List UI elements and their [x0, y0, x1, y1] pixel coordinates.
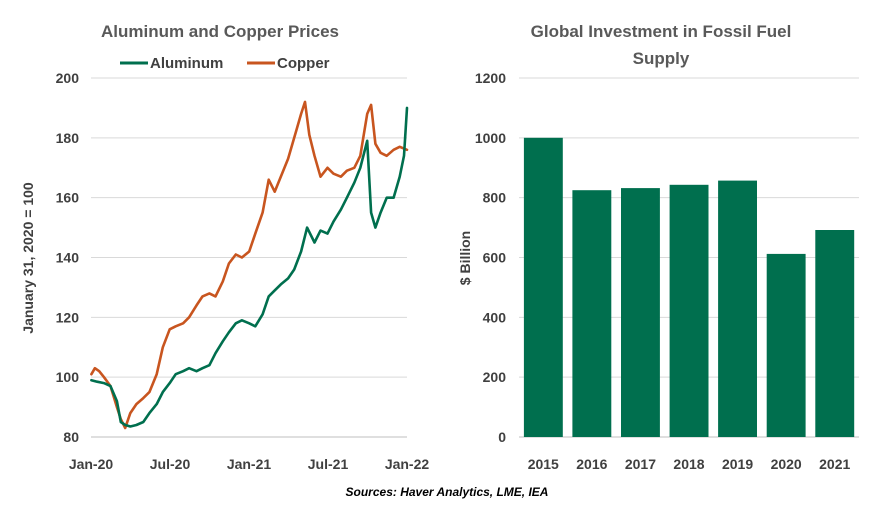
price-chart-y-tick-label: 160: [56, 190, 80, 206]
price-chart-y-tick-label: 100: [56, 369, 80, 385]
price-chart-x-tick-label: Jul-20: [150, 456, 191, 472]
legend-aluminum-label: Aluminum: [150, 55, 223, 72]
investment-chart-title-line-1: Global Investment in Fossil Fuel: [531, 22, 792, 41]
investment-chart-x-tick-label: 2017: [625, 456, 656, 472]
investment-chart-x-ticks: 2015 2016 2017 2018 2019 2020 2021: [528, 456, 851, 472]
price-chart-x-tick-label: Jan-22: [385, 456, 430, 472]
price-chart-x-tick-label: Jul-21: [308, 456, 349, 472]
investment-chart: Global Investment in Fossil Fuel Supply …: [457, 22, 859, 472]
price-chart-y-tick-label: 120: [56, 309, 80, 325]
bar-2019: [718, 180, 757, 437]
legend-copper-label: Copper: [277, 55, 330, 72]
series-line-copper: [90, 100, 409, 430]
price-chart-y-tick-label: 200: [56, 70, 80, 86]
price-chart-title: Aluminum and Copper Prices: [101, 22, 339, 41]
price-chart-y-axis-label: January 31, 2020 = 100: [20, 182, 36, 334]
price-chart-y-tick-label: 80: [63, 429, 79, 445]
source-note: Sources: Haver Analytics, LME, IEA: [345, 485, 549, 499]
price-chart-x-tick-label: Jan-21: [227, 456, 272, 472]
price-chart-y-tick-label: 180: [56, 130, 80, 146]
investment-chart-title-line-2: Supply: [633, 49, 690, 68]
investment-chart-x-tick-label: 2021: [819, 456, 850, 472]
investment-chart-y-tick-label: 1200: [475, 70, 506, 86]
bar-2017: [621, 188, 660, 437]
price-chart: Aluminum and Copper Prices Aluminum Copp…: [20, 22, 429, 472]
price-chart-y-tick-label: 140: [56, 250, 80, 266]
price-chart-legend: Aluminum Copper: [120, 55, 330, 72]
price-chart-series: [90, 100, 409, 430]
investment-chart-x-tick-label: 2019: [722, 456, 753, 472]
series-line-aluminum: [90, 106, 409, 428]
investment-chart-y-tick-label: 1000: [475, 130, 506, 146]
investment-chart-x-tick-label: 2015: [528, 456, 559, 472]
investment-chart-y-tick-label: 400: [483, 309, 507, 325]
price-chart-x-tick-label: Jan-20: [69, 456, 114, 472]
bar-2020: [766, 253, 806, 437]
investment-chart-y-ticks: 0 200 400 600 800 1000 1200: [475, 70, 506, 445]
bar-2018: [669, 184, 709, 437]
investment-chart-y-tick-label: 0: [498, 429, 506, 445]
bar-2016: [572, 190, 612, 437]
bar-2021: [815, 230, 855, 437]
investment-chart-x-tick-label: 2020: [771, 456, 802, 472]
chart-canvas: Aluminum and Copper Prices Aluminum Copp…: [20, 22, 859, 472]
investment-chart-y-tick-label: 800: [483, 190, 507, 206]
price-chart-gridlines: [91, 77, 407, 438]
price-chart-y-ticks: 80 100 120 140 160 180 200: [56, 70, 80, 445]
investment-chart-x-tick-label: 2016: [576, 456, 607, 472]
investment-chart-y-tick-label: 200: [483, 369, 507, 385]
price-chart-x-ticks: Jan-20 Jul-20 Jan-21 Jul-21 Jan-22: [69, 456, 430, 472]
investment-chart-bars: [523, 137, 855, 438]
investment-chart-y-axis-label: $ Billion: [457, 231, 473, 285]
investment-chart-x-tick-label: 2018: [673, 456, 704, 472]
bar-2015: [523, 137, 563, 438]
investment-chart-y-tick-label: 600: [483, 250, 507, 266]
